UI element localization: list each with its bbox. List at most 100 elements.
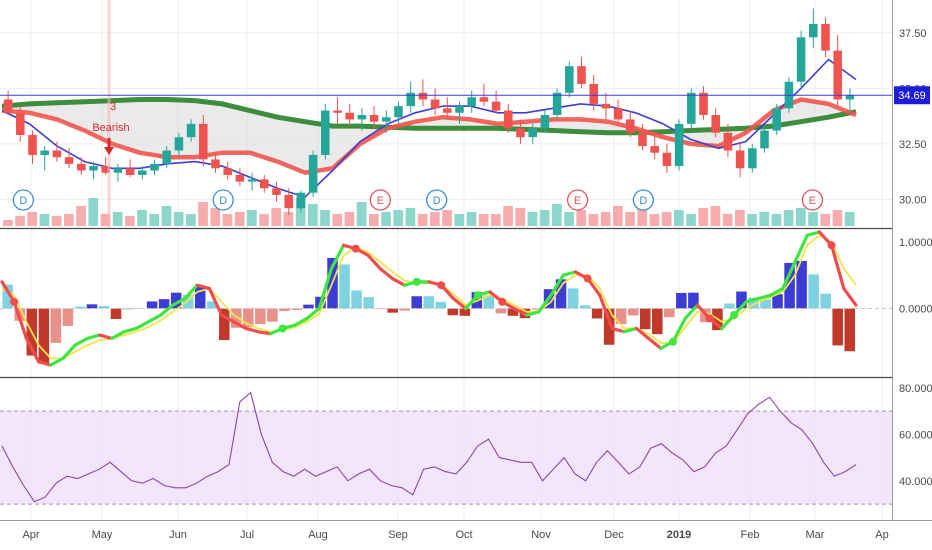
event-letter: D	[433, 195, 441, 207]
volume-bar	[832, 210, 843, 226]
oscillator-panel[interactable]	[0, 230, 892, 367]
candle-body	[504, 110, 513, 129]
histogram-bar	[255, 308, 266, 324]
volume-bar	[417, 214, 428, 226]
volume-bar	[88, 198, 99, 226]
event-circle	[566, 189, 589, 211]
crossover-dot	[583, 274, 592, 283]
event-letter: E	[377, 195, 384, 207]
candle-body	[772, 108, 781, 131]
candle-body	[235, 174, 245, 182]
crossover-dot	[10, 297, 19, 306]
price-panel[interactable]: D D E D E D E 3 Bearish	[0, 0, 892, 228]
histogram-bar	[339, 264, 350, 309]
histogram-bar	[110, 308, 122, 319]
candle-body	[186, 123, 196, 138]
candle-body	[455, 106, 464, 113]
histogram-bar	[231, 308, 242, 328]
dividend-marker: D	[12, 189, 35, 211]
volume-bar	[674, 210, 684, 226]
event-circle	[426, 189, 448, 211]
exponential-moving-average-line	[1, 97, 857, 175]
candle-body	[845, 95, 855, 100]
candle-body	[687, 92, 696, 124]
candle-body	[699, 92, 708, 115]
oscillator-line-segment	[61, 343, 77, 360]
month-label: Ap	[875, 529, 888, 541]
oscillator-line-segment	[12, 300, 28, 341]
histogram-bar	[423, 296, 435, 309]
oscillator-line-segment	[317, 266, 333, 311]
volume-bar	[613, 206, 623, 226]
volume-bar	[649, 214, 660, 226]
oscillator-line-segment	[671, 316, 687, 344]
earnings-marker: E	[801, 189, 824, 211]
candle-body	[138, 170, 147, 175]
volume-bar	[173, 212, 184, 226]
volume-bar	[747, 214, 757, 226]
histogram-bar	[639, 308, 651, 330]
candle-body	[52, 150, 62, 158]
month-label: Jun	[169, 529, 187, 541]
volume-bar	[186, 214, 196, 226]
oscillator-line-segment	[305, 306, 321, 321]
candle-body	[199, 123, 208, 160]
event-letter: E	[574, 195, 581, 207]
candle-body	[601, 103, 611, 109]
candle-body	[760, 130, 769, 149]
volume-bar	[247, 210, 257, 226]
candle-body	[223, 168, 232, 175]
volume-bar	[356, 202, 367, 226]
histogram-bar	[459, 308, 471, 316]
candle-body	[467, 97, 476, 107]
signal-highlight-column	[107, 0, 111, 228]
fast-moving-average-line	[1, 58, 857, 198]
crossover-dot	[498, 297, 507, 306]
candle-body	[821, 23, 830, 51]
histogram-bar	[627, 308, 639, 316]
volume-bar	[466, 212, 477, 226]
volume-bar	[759, 212, 770, 226]
oscillator-line-segment	[683, 303, 700, 321]
rsi-panel[interactable]	[0, 391, 892, 505]
time-axis[interactable]: Apr May Jun Jul Aug Sep Oct Nov Dec 2019 Feb Mar Ap	[22, 529, 888, 541]
candle-body	[174, 137, 184, 151]
histogram-bar	[206, 301, 218, 309]
histogram-bar	[652, 308, 663, 335]
candle-body	[3, 99, 13, 113]
volume-bar	[112, 212, 123, 226]
candle-body	[418, 92, 428, 100]
histogram-bar	[507, 308, 519, 316]
candle-body	[491, 101, 501, 111]
histogram-bar	[363, 297, 374, 309]
histogram-bar	[447, 308, 459, 316]
histogram-bar	[411, 296, 422, 309]
histogram-bar	[243, 308, 254, 328]
event-letter: D	[639, 195, 647, 207]
histogram-bar	[724, 303, 735, 309]
histogram-bar	[772, 294, 783, 309]
histogram-bar	[279, 308, 290, 312]
oscillator-tick-label: 1.0000	[899, 237, 932, 249]
candle-body	[711, 115, 720, 133]
candle-body	[333, 110, 342, 113]
month-label: Oct	[455, 529, 472, 541]
oscillator-line-segment	[244, 326, 260, 334]
volume-bar	[637, 208, 648, 226]
volume-bar	[478, 214, 489, 226]
candle-body	[321, 110, 330, 155]
histogram-bar	[748, 297, 759, 309]
signal-type-label: Bearish	[92, 122, 129, 134]
histogram-bar	[796, 260, 807, 309]
oscillator-line-segment	[549, 273, 565, 297]
candle-body	[809, 23, 818, 38]
oscillator-line-segment	[537, 293, 553, 314]
candle-body	[565, 66, 574, 93]
candle-body	[662, 152, 672, 167]
event-circle	[801, 189, 824, 211]
volume-bar	[64, 214, 74, 226]
oscillator-line-segment	[36, 360, 53, 367]
candle-body	[723, 132, 733, 151]
volume-bar	[796, 208, 806, 226]
